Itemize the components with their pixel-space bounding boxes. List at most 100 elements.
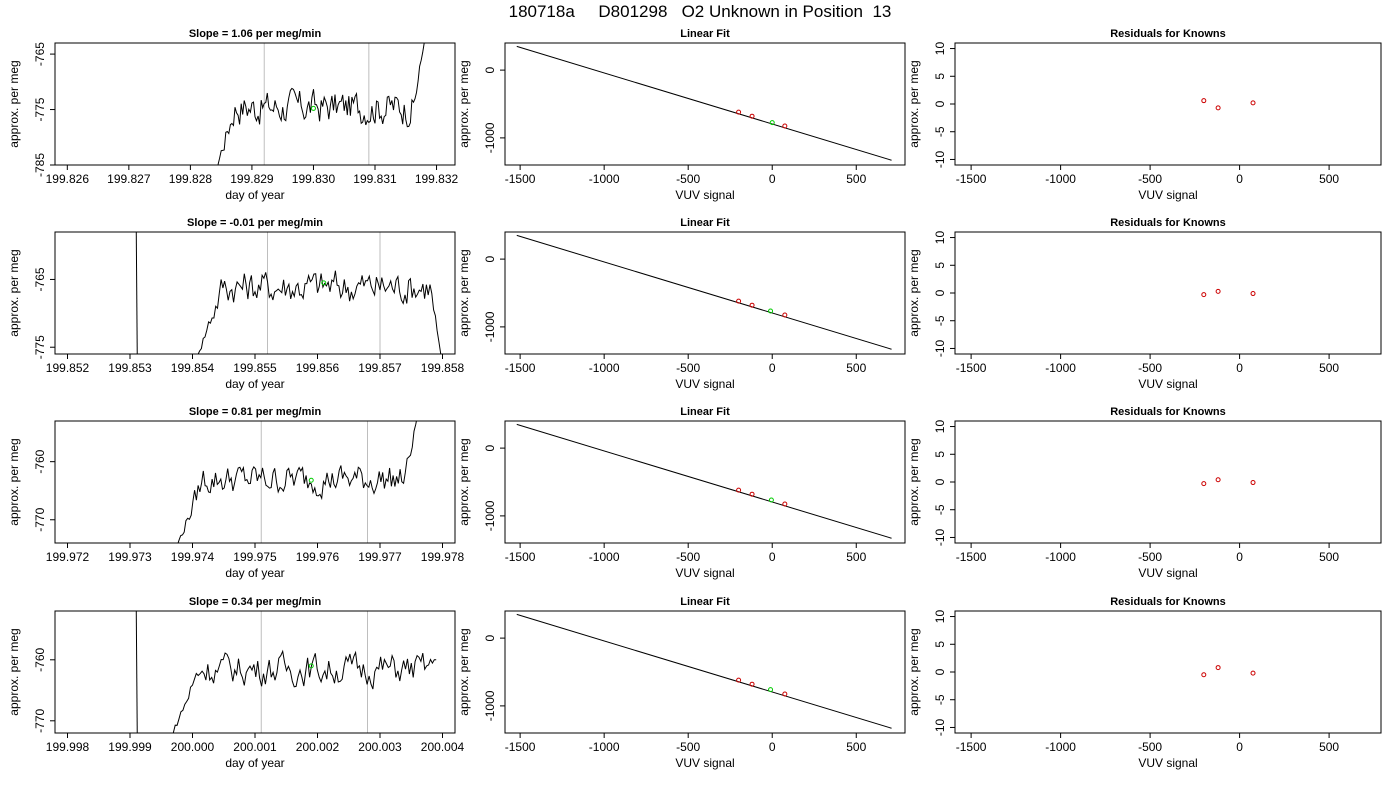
y-tick-label: 0	[483, 66, 497, 73]
x-tick-label: -1500	[505, 550, 536, 564]
known-point	[1201, 98, 1207, 104]
panel-2-2: Residuals for Knowns -1500 -1000 -500 0 500 -1…	[907, 406, 1382, 580]
y-tick-label: -5	[933, 694, 947, 705]
y-tick-label: -775	[33, 97, 47, 121]
x-tick-label: 199.831	[353, 172, 397, 186]
plot-data	[1201, 665, 1256, 678]
panel-frame	[504, 231, 906, 355]
x-tick-label: 199.977	[358, 550, 402, 564]
unknown-point	[321, 280, 327, 286]
x-tick-label: 199.976	[296, 550, 340, 564]
known-point	[736, 109, 742, 115]
y-tick-label: 0	[933, 100, 947, 107]
x-tick-label: 199.857	[358, 361, 402, 375]
y-axis-label: approx. per meg	[457, 438, 471, 525]
x-tick-label: 199.828	[169, 172, 213, 186]
x-tick-label: 0	[1236, 172, 1243, 186]
x-tick-label: -500	[1138, 361, 1162, 375]
unknown-point	[768, 497, 774, 503]
x-tick-label: 199.832	[415, 172, 459, 186]
x-tick-label: 199.852	[46, 361, 90, 375]
x-tick-label: 199.855	[233, 361, 277, 375]
y-tick-label: 5	[933, 262, 947, 269]
x-tick-label: 199.999	[108, 740, 152, 754]
page-title: 180718a D801298 O2 Unknown in Position 1…	[508, 2, 892, 21]
x-axis-label: day of year	[225, 566, 284, 580]
x-tick-label: 199.972	[46, 550, 90, 564]
y-tick-label: -10	[933, 528, 947, 546]
y-tick-label: 10	[933, 420, 947, 434]
known-point	[736, 487, 742, 493]
x-tick-label: -1000	[589, 550, 620, 564]
known-point	[1215, 105, 1221, 111]
x-tick-label: -1000	[1045, 361, 1076, 375]
x-tick-label: -1500	[505, 740, 536, 754]
x-axis-label: VUV signal	[1138, 188, 1197, 202]
y-tick-label: -10	[933, 718, 947, 736]
x-axis-label: VUV signal	[675, 756, 734, 770]
y-tick-label: -785	[33, 153, 47, 177]
plot-data	[217, 43, 425, 165]
y-axis-label: approx. per meg	[457, 249, 471, 336]
x-axis-label: VUV signal	[675, 566, 734, 580]
y-axis-label: approx. per meg	[7, 438, 21, 525]
y-tick-label: 10	[933, 42, 947, 56]
fit-line	[516, 423, 892, 539]
unknown-point	[308, 477, 314, 483]
known-point	[1201, 481, 1207, 487]
x-tick-label: -1500	[956, 550, 987, 564]
known-point	[749, 113, 755, 119]
x-axis-label: VUV signal	[1138, 566, 1197, 580]
plot-data	[1201, 288, 1256, 298]
panel-1-3: Linear Fit -1500 -1000 -500 0 500 -1000 0 VUV si…	[457, 596, 906, 770]
x-axis-label: VUV signal	[675, 188, 734, 202]
trace-spike	[135, 611, 138, 733]
x-tick-label: 199.973	[108, 550, 152, 564]
y-axis-label: approx. per meg	[7, 60, 21, 147]
x-tick-label: 500	[846, 740, 866, 754]
y-tick-label: -770	[33, 507, 47, 531]
y-axis-label: approx. per meg	[457, 628, 471, 715]
panel-0-2: Slope = 0.81 per meg/min 199.972 199.973 19…	[7, 406, 465, 580]
x-axis-label: VUV signal	[675, 377, 734, 391]
panel-0-3: Slope = 0.34 per meg/min 199.998 199.999 20…	[7, 596, 465, 770]
unknown-point	[769, 120, 775, 126]
y-axis-label: approx. per meg	[907, 60, 921, 147]
panel-frame	[504, 420, 906, 544]
x-tick-label: -500	[1138, 550, 1162, 564]
y-tick-label: 5	[933, 73, 947, 80]
known-point	[749, 491, 755, 497]
y-tick-label: -765	[33, 42, 47, 66]
y-tick-label: -765	[33, 267, 47, 291]
x-tick-label: -1500	[505, 172, 536, 186]
panel-title: Slope = 0.34 per meg/min	[189, 596, 322, 608]
y-tick-label: -1000	[483, 690, 497, 721]
known-point	[736, 677, 742, 683]
x-tick-label: -500	[676, 740, 700, 754]
known-point	[749, 681, 755, 687]
known-point	[1201, 672, 1207, 678]
known-point	[1215, 477, 1221, 483]
x-tick-label: 500	[1319, 740, 1339, 754]
y-tick-label: 10	[933, 231, 947, 245]
x-tick-label: 0	[1236, 550, 1243, 564]
data-trace	[217, 43, 425, 165]
known-point	[782, 691, 788, 697]
unknown-point	[308, 663, 314, 669]
panel-2-3: Residuals for Knowns -1500 -1000 -500 0 500 -1…	[907, 596, 1382, 770]
x-tick-label: 200.000	[171, 740, 215, 754]
x-axis-label: day of year	[225, 188, 284, 202]
y-tick-label: 5	[933, 641, 947, 648]
y-axis-label: approx. per meg	[907, 628, 921, 715]
y-tick-label: -5	[933, 504, 947, 515]
panel-title: Slope = 1.06 per meg/min	[189, 28, 322, 40]
y-tick-label: -1000	[483, 122, 497, 153]
x-tick-label: 200.001	[233, 740, 277, 754]
x-axis-label: VUV signal	[1138, 377, 1197, 391]
y-tick-label: 0	[483, 634, 497, 641]
panel-1-2: Linear Fit -1500 -1000 -500 0 500 -1000 0 VUV si…	[457, 406, 906, 580]
panel-frame	[954, 610, 1382, 734]
y-tick-label: -5	[933, 126, 947, 137]
unknown-point	[310, 105, 316, 111]
